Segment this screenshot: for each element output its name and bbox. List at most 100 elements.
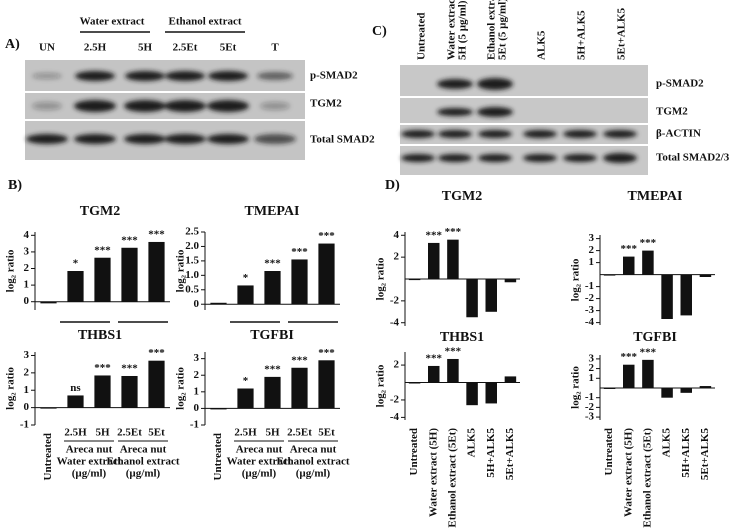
bar — [466, 382, 478, 406]
lane-label: 5Et — [220, 42, 237, 54]
bar — [642, 359, 654, 388]
y-axis-label: log₂ ratio — [375, 364, 387, 407]
bar — [67, 395, 84, 408]
significance: *** — [148, 228, 165, 240]
x-tick-label: Untreated — [212, 433, 224, 480]
significance: *** — [94, 244, 111, 256]
bar — [603, 274, 616, 276]
bar — [603, 387, 616, 389]
bar — [408, 279, 421, 281]
bar — [148, 241, 165, 302]
bar — [237, 388, 254, 409]
x-tick-label: 5H+ALK5 — [680, 428, 692, 478]
band-label: TGM2 — [656, 106, 688, 118]
chart-title: THBS1 — [78, 328, 122, 343]
bar — [148, 360, 165, 408]
x-tick-label: 5Et — [318, 427, 335, 439]
y-tick-label: -2 — [390, 294, 400, 306]
significance: * — [243, 375, 249, 387]
y-tick-label: -2 — [585, 401, 595, 413]
x-tick-label: 5Et+ALK5 — [699, 428, 711, 481]
bar — [318, 360, 335, 409]
y-tick-label: 2 — [394, 251, 400, 263]
bar — [94, 375, 111, 408]
bar — [623, 364, 635, 388]
bar — [318, 243, 335, 305]
bar — [94, 257, 111, 302]
band-label: β-ACTIN — [656, 128, 701, 140]
significance: *** — [94, 362, 111, 374]
y-tick-label: -4 — [390, 316, 400, 328]
bar — [447, 239, 459, 279]
y-tick-label: -1 — [585, 280, 594, 292]
significance: *** — [621, 351, 638, 363]
x-tick-label: Water extract (5H) — [622, 428, 634, 517]
chart-title: TMEPAI — [628, 189, 683, 204]
x-tick-label: Untreated — [603, 428, 615, 475]
x-tick-label: Ethanol extract (5Et) — [641, 428, 653, 528]
x-tick-label: 2.5H — [234, 427, 257, 439]
significance: *** — [445, 346, 462, 358]
significance: *** — [121, 363, 138, 375]
significance: *** — [318, 230, 335, 242]
y-tick-label: -1 — [190, 419, 199, 431]
significance: *** — [121, 234, 138, 246]
significance: ns — [70, 382, 81, 394]
y-tick-label: 1 — [24, 384, 30, 396]
bar — [428, 365, 440, 383]
lane-label: Untreated — [416, 13, 428, 60]
y-tick-label: 1 — [589, 372, 595, 384]
significance: *** — [291, 354, 308, 366]
y-tick-label: 0 — [24, 401, 30, 413]
bar — [291, 259, 308, 305]
bar — [264, 376, 281, 409]
y-tick-label: 2 — [24, 262, 30, 274]
band-label: TGM2 — [310, 98, 342, 110]
y-tick-label: -4 — [390, 411, 400, 423]
lane-label: 2.5H — [84, 42, 107, 54]
bar — [291, 367, 308, 409]
bar — [699, 274, 712, 277]
y-axis-label: log₂ ratio — [570, 366, 582, 409]
y-tick-label: 2 — [589, 362, 595, 374]
bar — [661, 387, 673, 398]
lane-label: 5Et (5 µg/ml) — [497, 0, 509, 60]
group-label: (µg/ml) — [296, 468, 331, 480]
bar — [40, 407, 57, 409]
bar — [485, 382, 497, 404]
band-label: p-SMAD2 — [310, 70, 358, 82]
lane-label: 5H (5 µg/ml) — [457, 0, 469, 60]
x-tick-label: 5H — [265, 427, 280, 439]
lane-label: 2.5Et — [173, 42, 198, 54]
x-tick-label: ALK5 — [661, 428, 673, 458]
panel-label: C) — [372, 24, 387, 39]
y-tick-label: 3 — [24, 245, 30, 257]
group-label: (µg/ml) — [242, 468, 277, 480]
y-tick-label: 1 — [24, 279, 30, 291]
y-tick-label: 4 — [24, 229, 30, 241]
bar — [504, 376, 517, 383]
bar — [504, 279, 517, 283]
group-label: (µg/ml) — [72, 468, 107, 480]
chart-title: THBS1 — [440, 330, 484, 345]
group-label: Areca nut — [120, 444, 167, 456]
bar — [699, 386, 712, 388]
lane-label: 5H+ALK5 — [576, 10, 588, 60]
x-tick-label: 5Et — [148, 427, 165, 439]
y-tick-label: 2 — [194, 369, 200, 381]
x-tick-label: 2.5Et — [117, 427, 142, 439]
bar — [210, 302, 227, 305]
bar — [642, 250, 654, 275]
lane-label: T — [271, 42, 279, 54]
bar — [237, 285, 254, 305]
lane-label: UN — [39, 42, 55, 54]
y-tick-label: 1.5 — [185, 254, 199, 266]
y-axis-label: log₂ ratio — [570, 258, 582, 301]
y-axis-label: log₂ ratio — [375, 257, 387, 300]
y-tick-label: 0 — [24, 295, 30, 307]
y-tick-label: -2 — [390, 393, 400, 405]
x-tick-label: 2.5H — [64, 427, 87, 439]
bar — [264, 271, 281, 305]
bar — [447, 358, 459, 383]
blot-c — [400, 65, 648, 175]
